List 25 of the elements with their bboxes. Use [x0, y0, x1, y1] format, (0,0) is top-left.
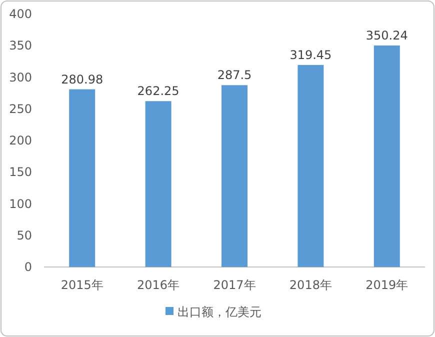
x-tick-label: 2015年 [60, 278, 104, 292]
y-tick-label: 300 [9, 70, 32, 84]
y-tick-label: 400 [9, 7, 32, 21]
data-label: 280.98 [61, 72, 104, 86]
legend-label: 出口额，亿美元 [178, 305, 262, 319]
x-tick-label: 2019年 [366, 278, 408, 292]
y-tick-label: 0 [24, 260, 32, 274]
y-tick-label: 200 [9, 134, 32, 148]
y-tick-label: 50 [16, 228, 32, 242]
data-label: 319.45 [290, 48, 332, 62]
bar [222, 85, 248, 267]
data-label: 287.5 [217, 68, 252, 82]
y-tick-label: 250 [9, 102, 32, 116]
bar [145, 101, 172, 267]
x-tick-label: 2016年 [137, 278, 180, 292]
x-tick-label: 2017年 [213, 278, 256, 292]
y-tick-label: 100 [9, 196, 32, 211]
bar [69, 89, 96, 267]
data-label: 350.24 [366, 28, 408, 42]
y-tick-label: 150 [9, 165, 32, 180]
y-tick-label: 350 [9, 38, 32, 53]
x-tick-label: 2018年 [289, 278, 332, 292]
data-label: 262.25 [137, 84, 180, 98]
bar [374, 45, 400, 267]
bar [298, 64, 324, 267]
